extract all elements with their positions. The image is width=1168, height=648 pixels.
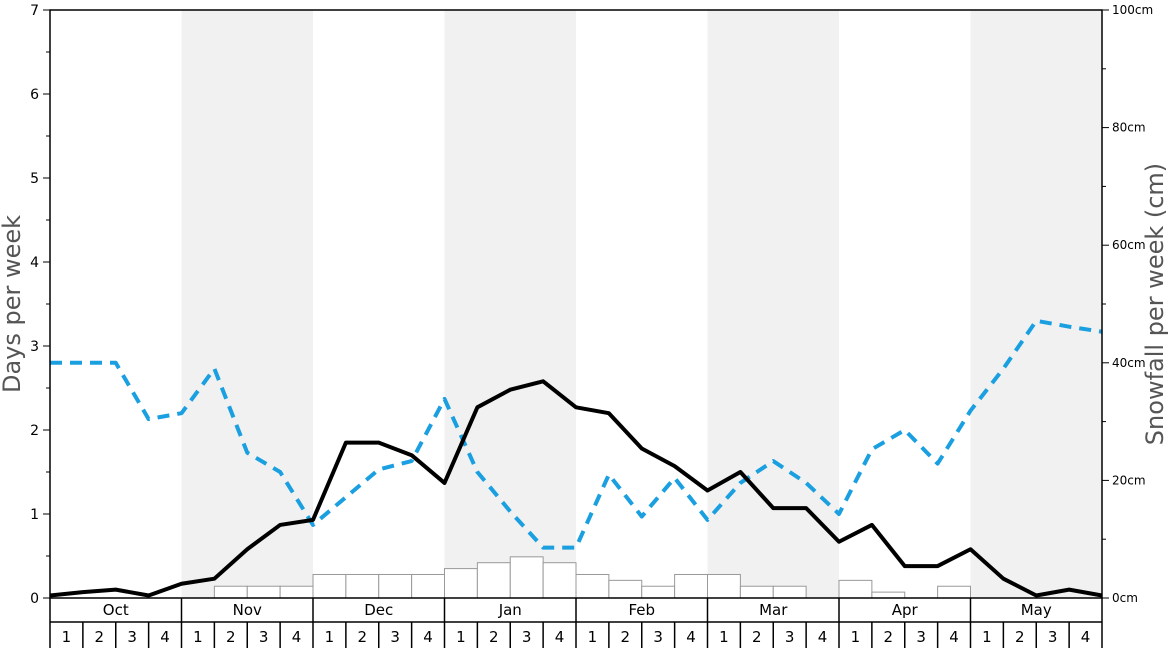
right-axis-title: Snowfall per week (cm) [1141, 163, 1168, 445]
snowfall-bar [871, 591, 906, 599]
week-label: 2 [489, 628, 499, 646]
month-label-may: May [1021, 601, 1052, 619]
day-lines [49, 318, 1103, 598]
snowfall-bar [378, 573, 413, 599]
left-tick-label: 1 [30, 507, 39, 523]
month-shade-may [970, 10, 1102, 598]
month-axis: Oct Nov Dec Jan Feb Mar Apr May [49, 598, 1103, 623]
snowfall-bar [674, 573, 708, 599]
snowfall-bar [509, 556, 544, 599]
snowfall-bar [838, 579, 873, 599]
month-shade-nov [181, 10, 313, 598]
snowfall-bar [246, 585, 281, 599]
week-label: 4 [1081, 628, 1091, 646]
snowfall-bar [213, 585, 248, 599]
week-label: 4 [949, 628, 959, 646]
week-label: 4 [555, 628, 565, 646]
month-label-mar: Mar [759, 601, 788, 619]
snow-days-line [49, 379, 1103, 598]
left-tick-label: 0 [30, 591, 39, 607]
month-shading [181, 10, 1102, 598]
snowfall-bar [707, 573, 741, 599]
snowfall-bar [937, 585, 971, 599]
week-label: 2 [884, 628, 894, 646]
week-label: 3 [127, 628, 137, 646]
week-label: 3 [785, 628, 795, 646]
month-label-nov: Nov [233, 601, 262, 619]
left-tick-label: 7 [30, 3, 39, 19]
left-tick-label: 6 [30, 87, 39, 103]
week-label: 1 [62, 628, 72, 646]
right-tick-label: 0cm [1112, 591, 1138, 605]
week-label: 4 [160, 628, 170, 646]
month-label-apr: Apr [892, 601, 919, 619]
week-axis: 1 2 3 4 1 2 3 4 1 2 3 4 1 2 3 4 1 2 3 4 1 2 3 4 1 2 3 4 1 2 3 4 [49, 622, 1103, 648]
snowfall-bar [542, 562, 577, 599]
left-tick-label: 2 [30, 423, 39, 439]
right-axis: 0cm 20cm 40cm 60cm 80cm 100cm [1102, 3, 1153, 605]
month-label-oct: Oct [103, 601, 129, 619]
week-label: 1 [456, 628, 466, 646]
week-label: 1 [325, 628, 335, 646]
right-tick-label: 40cm [1112, 356, 1146, 370]
snowfall-bar [608, 579, 643, 599]
week-label: 4 [292, 628, 302, 646]
month-label-feb: Feb [628, 601, 655, 619]
right-tick-label: 80cm [1112, 121, 1146, 135]
snowfall-bar [279, 585, 314, 599]
snowfall-bar [476, 562, 511, 599]
snowfall-bar [444, 568, 478, 599]
month-label-dec: Dec [364, 601, 393, 619]
week-label: 2 [226, 628, 236, 646]
right-tick-label: 60cm [1112, 238, 1146, 252]
week-label: 4 [686, 628, 696, 646]
snowfall-bar [641, 585, 676, 599]
snowfall-bar [772, 585, 807, 599]
week-label: 1 [193, 628, 203, 646]
week-label: 2 [1015, 628, 1025, 646]
left-axis: 0 1 2 3 4 5 6 7 [30, 3, 50, 607]
week-label: 2 [358, 628, 368, 646]
month-shade-mar [707, 10, 839, 598]
week-label: 2 [621, 628, 631, 646]
week-label: 3 [390, 628, 400, 646]
week-label: 1 [588, 628, 598, 646]
left-tick-label: 5 [30, 171, 39, 187]
week-label: 1 [719, 628, 729, 646]
snowfall-bar [575, 573, 610, 599]
week-label: 2 [752, 628, 762, 646]
week-label: 1 [851, 628, 861, 646]
week-label: 2 [95, 628, 105, 646]
week-label: 1 [982, 628, 992, 646]
snowfall-bar [345, 573, 380, 599]
left-tick-label: 4 [30, 255, 39, 271]
week-label: 3 [653, 628, 663, 646]
other-days-line [50, 318, 1103, 550]
snowfall-bar [312, 573, 347, 599]
left-tick-label: 3 [30, 339, 39, 355]
month-shade-jan [444, 10, 576, 598]
week-label: 3 [522, 628, 532, 646]
left-axis-title: Days per week [0, 215, 26, 393]
snowfall-bar [739, 585, 774, 599]
snowfall-bars [213, 556, 971, 599]
snowfall-bar [411, 573, 445, 599]
month-label-jan: Jan [498, 601, 522, 619]
week-label: 4 [818, 628, 828, 646]
right-tick-label: 20cm [1112, 473, 1146, 487]
right-tick-label: 100cm [1112, 3, 1153, 17]
week-label: 3 [259, 628, 269, 646]
week-label: 3 [916, 628, 926, 646]
week-label: 3 [1048, 628, 1058, 646]
week-label: 4 [423, 628, 433, 646]
